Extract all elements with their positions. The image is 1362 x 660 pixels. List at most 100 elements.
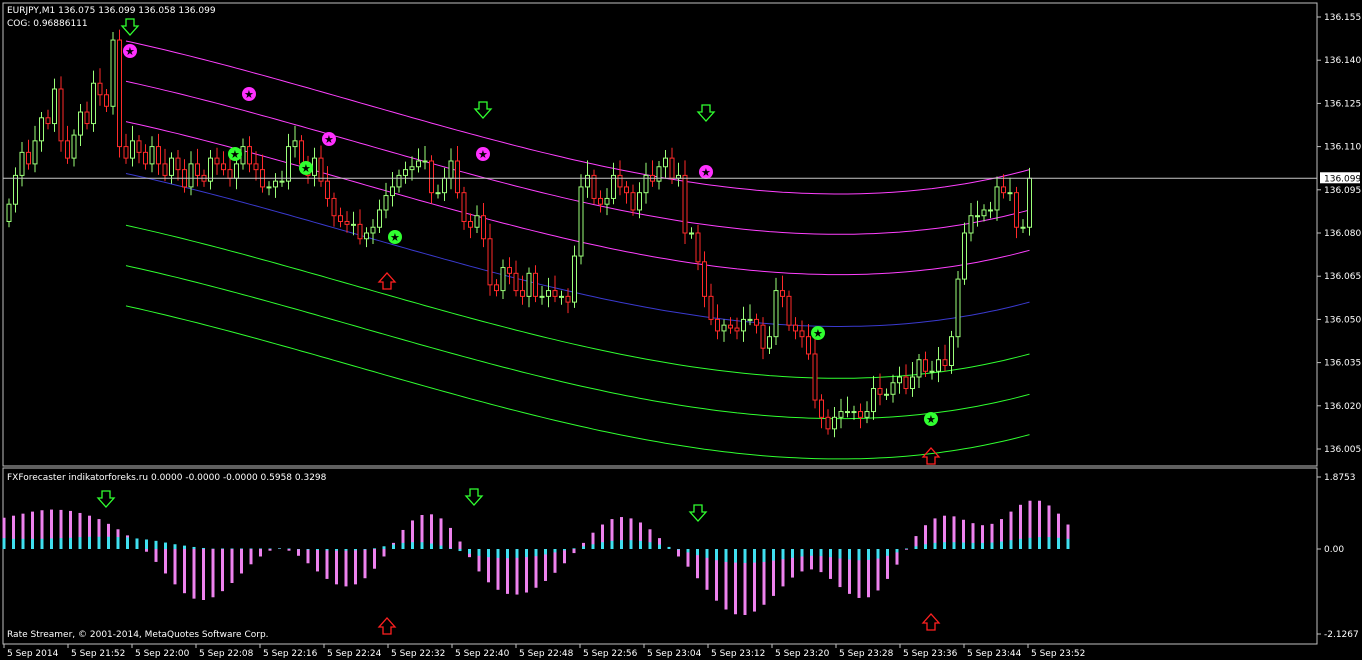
- candle-body[interactable]: [734, 327, 740, 332]
- candle-body[interactable]: [19, 151, 25, 176]
- candle-body[interactable]: [58, 88, 64, 142]
- candle-body[interactable]: [923, 359, 928, 372]
- candle-body[interactable]: [845, 411, 850, 414]
- candle-body[interactable]: [812, 353, 818, 401]
- candle-body[interactable]: [832, 416, 837, 430]
- candle-body[interactable]: [1020, 226, 1026, 229]
- candle-body[interactable]: [559, 295, 564, 298]
- candle-body[interactable]: [474, 215, 480, 228]
- candle-body[interactable]: [468, 220, 473, 228]
- candle-body[interactable]: [331, 197, 337, 217]
- candle-body[interactable]: [949, 336, 954, 366]
- candle-body[interactable]: [936, 359, 941, 372]
- candles[interactable]: [6, 29, 1032, 438]
- candle-body[interactable]: [351, 223, 356, 226]
- candle-body[interactable]: [825, 416, 831, 430]
- candle-body[interactable]: [1027, 177, 1032, 228]
- candle-body[interactable]: [929, 370, 935, 373]
- candle-body[interactable]: [513, 272, 519, 292]
- candle-body[interactable]: [143, 151, 148, 165]
- candle-body[interactable]: [520, 290, 525, 297]
- candle-body[interactable]: [45, 117, 51, 125]
- candle-body[interactable]: [598, 197, 603, 205]
- candle-body[interactable]: [747, 318, 753, 321]
- candle-body[interactable]: [383, 195, 389, 211]
- candle-body[interactable]: [546, 290, 551, 297]
- candle-body[interactable]: [981, 209, 987, 217]
- candle-body[interactable]: [754, 318, 759, 326]
- candle-body[interactable]: [533, 272, 538, 297]
- candle-body[interactable]: [1001, 186, 1006, 194]
- candle-body[interactable]: [136, 140, 142, 153]
- candle-body[interactable]: [858, 411, 863, 418]
- candle-body[interactable]: [1007, 192, 1013, 195]
- candle-body[interactable]: [344, 220, 350, 225]
- candle-body[interactable]: [279, 180, 285, 183]
- candle-body[interactable]: [188, 163, 194, 188]
- candle-body[interactable]: [130, 140, 135, 159]
- candle-body[interactable]: [708, 295, 714, 320]
- candle-body[interactable]: [123, 146, 129, 159]
- candle-body[interactable]: [975, 215, 980, 218]
- candle-body[interactable]: [32, 140, 38, 165]
- candle-body[interactable]: [390, 186, 395, 197]
- candle-body[interactable]: [780, 290, 785, 297]
- candle-body[interactable]: [604, 197, 610, 205]
- candle-body[interactable]: [299, 140, 304, 165]
- candle-body[interactable]: [26, 151, 31, 165]
- candle-body[interactable]: [416, 160, 421, 168]
- candle-body[interactable]: [643, 174, 649, 194]
- candle-body[interactable]: [760, 324, 766, 349]
- candle-body[interactable]: [312, 157, 317, 176]
- candle-body[interactable]: [884, 393, 889, 396]
- candle-body[interactable]: [669, 157, 675, 179]
- candle-body[interactable]: [728, 324, 733, 329]
- candle-body[interactable]: [793, 324, 798, 332]
- candle-body[interactable]: [994, 186, 1000, 211]
- candle-body[interactable]: [494, 284, 499, 292]
- candle-body[interactable]: [214, 157, 220, 165]
- candle-body[interactable]: [117, 39, 122, 148]
- candle-body[interactable]: [370, 226, 376, 234]
- candle-body[interactable]: [910, 376, 915, 390]
- candle-body[interactable]: [162, 163, 168, 176]
- candle-body[interactable]: [52, 88, 57, 125]
- candle-body[interactable]: [396, 174, 402, 188]
- candle-body[interactable]: [78, 111, 83, 136]
- candle-body[interactable]: [156, 146, 161, 165]
- candle-body[interactable]: [6, 203, 12, 222]
- candle-body[interactable]: [448, 160, 454, 179]
- candle-body[interactable]: [195, 163, 200, 176]
- candle-body[interactable]: [318, 157, 324, 182]
- candle-body[interactable]: [403, 169, 408, 176]
- candle-body[interactable]: [877, 388, 883, 395]
- candle-body[interactable]: [578, 186, 584, 257]
- candle-body[interactable]: [286, 146, 291, 182]
- candle-body[interactable]: [325, 180, 330, 199]
- candle-body[interactable]: [942, 359, 948, 366]
- candle-body[interactable]: [338, 215, 343, 222]
- candle-body[interactable]: [169, 157, 174, 176]
- candle-body[interactable]: [539, 295, 545, 298]
- candle-body[interactable]: [65, 140, 70, 159]
- candle-body[interactable]: [851, 411, 857, 414]
- candle-body[interactable]: [721, 324, 727, 332]
- candle-body[interactable]: [104, 94, 109, 107]
- candle-body[interactable]: [864, 411, 870, 418]
- candle-body[interactable]: [702, 261, 707, 297]
- candle-body[interactable]: [500, 267, 506, 292]
- candle-body[interactable]: [273, 180, 278, 188]
- candle-body[interactable]: [292, 140, 298, 148]
- candle-body[interactable]: [916, 359, 922, 378]
- candle-body[interactable]: [422, 160, 428, 163]
- candle-body[interactable]: [97, 82, 103, 96]
- candle-body[interactable]: [455, 160, 460, 194]
- candle-body[interactable]: [773, 290, 779, 338]
- candle-body[interactable]: [689, 232, 694, 235]
- candle-body[interactable]: [656, 166, 662, 182]
- candle-body[interactable]: [552, 290, 558, 297]
- candle-body[interactable]: [13, 174, 18, 205]
- candle-body[interactable]: [890, 382, 896, 395]
- candle-body[interactable]: [84, 111, 90, 125]
- candle-body[interactable]: [39, 117, 44, 142]
